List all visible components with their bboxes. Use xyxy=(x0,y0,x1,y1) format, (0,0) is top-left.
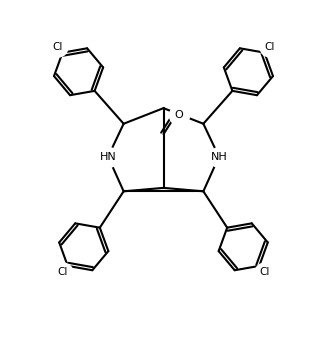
Text: O: O xyxy=(174,110,183,120)
Text: Cl: Cl xyxy=(58,267,68,277)
Text: Cl: Cl xyxy=(52,42,63,52)
Text: HN: HN xyxy=(100,152,116,162)
Text: Cl: Cl xyxy=(259,267,269,277)
Text: Cl: Cl xyxy=(264,42,275,52)
Text: NH: NH xyxy=(211,152,227,162)
